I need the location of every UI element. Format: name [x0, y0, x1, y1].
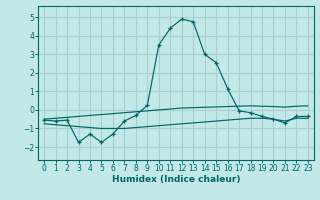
X-axis label: Humidex (Indice chaleur): Humidex (Indice chaleur)	[112, 175, 240, 184]
